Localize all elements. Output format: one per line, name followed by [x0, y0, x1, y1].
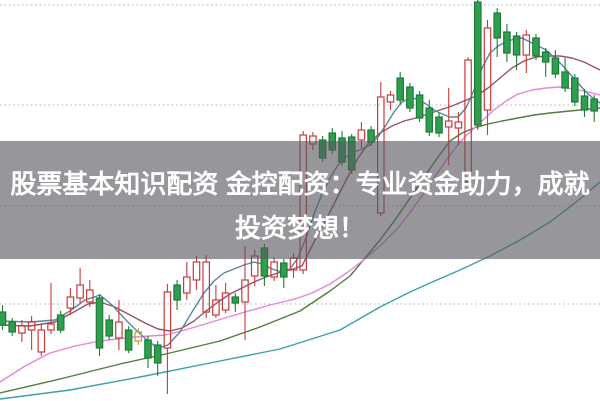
candle [27, 316, 36, 350]
candle [124, 326, 133, 353]
headline-line-1: 股票基本知识配资 金控配资：专业资金助力，成就 [10, 169, 590, 199]
candle [183, 262, 191, 300]
candle [503, 24, 511, 62]
headline-line-2: 投资梦想！ [234, 213, 365, 243]
candle [454, 112, 463, 145]
candle [85, 280, 94, 307]
candle [396, 72, 405, 104]
candle [66, 288, 75, 315]
candle [512, 32, 521, 70]
candle [221, 283, 230, 313]
candle [115, 300, 123, 350]
candle [37, 325, 46, 356]
candle [8, 318, 17, 336]
candle [105, 315, 114, 340]
candle [561, 58, 569, 92]
candle [415, 91, 424, 122]
candle [163, 284, 172, 394]
candle [231, 293, 240, 312]
candle [425, 100, 434, 136]
candle [493, 8, 502, 57]
candle [551, 50, 560, 78]
candle [76, 268, 84, 303]
candle [386, 91, 395, 110]
candle [435, 113, 443, 137]
candle [280, 259, 288, 288]
candle [541, 48, 550, 77]
candle [0, 305, 7, 330]
candle [532, 34, 540, 60]
candle [134, 328, 143, 345]
candle [522, 30, 531, 73]
candle [241, 246, 249, 340]
candle [95, 294, 104, 356]
candle [212, 285, 220, 318]
candle [580, 89, 589, 117]
candle [570, 74, 579, 106]
candle [153, 341, 162, 376]
candle [192, 256, 201, 290]
candle [590, 95, 599, 122]
candle [18, 320, 26, 342]
candle [483, 20, 492, 135]
candle [144, 336, 152, 368]
candle [474, 0, 482, 130]
candle [406, 83, 414, 112]
candle [47, 283, 55, 334]
candle [173, 280, 181, 310]
candle [56, 311, 65, 333]
headline-banner-overlay: 股票基本知识配资 金控配资：专业资金助力，成就 投资梦想！ [0, 141, 600, 259]
